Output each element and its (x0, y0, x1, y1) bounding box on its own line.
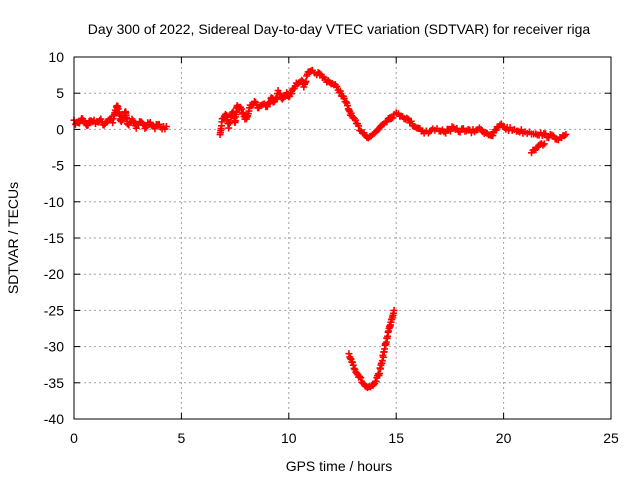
data-point (151, 125, 159, 133)
y-tick-label: -20 (44, 266, 64, 282)
data-point (517, 126, 525, 134)
data-point (253, 100, 261, 108)
y-tick-label: -40 (44, 411, 64, 427)
x-tick-label: 0 (70, 430, 78, 446)
data-point (403, 114, 411, 122)
data-point (389, 114, 397, 122)
y-tick-label: -10 (44, 194, 64, 210)
data-point (355, 122, 363, 130)
data-point (357, 374, 365, 382)
data-point (238, 105, 246, 113)
data-point (446, 127, 454, 135)
y-tick-labels: 10 5 0 -5 -10 -15 -20 -25 -30 -35 -40 (44, 49, 64, 427)
y-tick-label: 0 (56, 121, 64, 137)
data-point (84, 121, 92, 129)
y-tick-label: -25 (44, 302, 64, 318)
data-point (351, 116, 359, 124)
data-point (141, 124, 149, 132)
x-tick-label: 5 (178, 430, 186, 446)
x-tick-label: 10 (281, 430, 297, 446)
data-point (316, 69, 324, 77)
x-tick-label: 25 (603, 430, 619, 446)
data-point (383, 118, 391, 126)
y-tick-label: -15 (44, 230, 64, 246)
data-segment (528, 140, 548, 157)
data-point (349, 361, 357, 369)
y-axis-label: SDTVAR / TECUs (5, 182, 21, 294)
chart-title: Day 300 of 2022, Sidereal Day-to-day VTE… (88, 21, 591, 37)
data-point (350, 364, 358, 372)
y-tick-label: -35 (44, 375, 64, 391)
x-tick-label: 20 (496, 430, 512, 446)
y-tick-label: -30 (44, 339, 64, 355)
data-point (221, 110, 229, 118)
data-point (442, 129, 450, 137)
data-point (560, 132, 568, 140)
data-point (336, 87, 344, 95)
data-point (407, 117, 415, 125)
data-point (540, 140, 548, 148)
data-segment (70, 102, 170, 133)
data-point (239, 109, 247, 117)
x-axis-label: GPS time / hours (286, 458, 393, 474)
data-point (390, 306, 398, 314)
data-point (541, 130, 549, 138)
y-tick-label: 5 (56, 85, 64, 101)
data-point (356, 372, 364, 380)
x-tick-label: 15 (388, 430, 404, 446)
grid-lines (74, 57, 611, 419)
data-series-riga (70, 66, 570, 392)
data-point (333, 83, 341, 91)
data-point (287, 90, 295, 98)
y-tick-label: -5 (52, 158, 65, 174)
data-point (248, 102, 256, 110)
data-point (489, 132, 497, 140)
data-segment (345, 306, 398, 392)
axis-ticks (73, 56, 612, 420)
data-point (162, 123, 170, 131)
data-point (347, 109, 355, 117)
x-tick-labels: 0 5 10 15 20 25 (70, 430, 619, 446)
data-point (276, 90, 284, 98)
data-point (562, 130, 570, 138)
data-point (369, 381, 377, 389)
y-tick-label: 10 (48, 49, 64, 65)
data-point (387, 115, 395, 123)
data-segment (216, 66, 570, 144)
data-point (539, 141, 547, 149)
data-point (342, 98, 350, 106)
series-sdtvar-riga (70, 66, 570, 392)
